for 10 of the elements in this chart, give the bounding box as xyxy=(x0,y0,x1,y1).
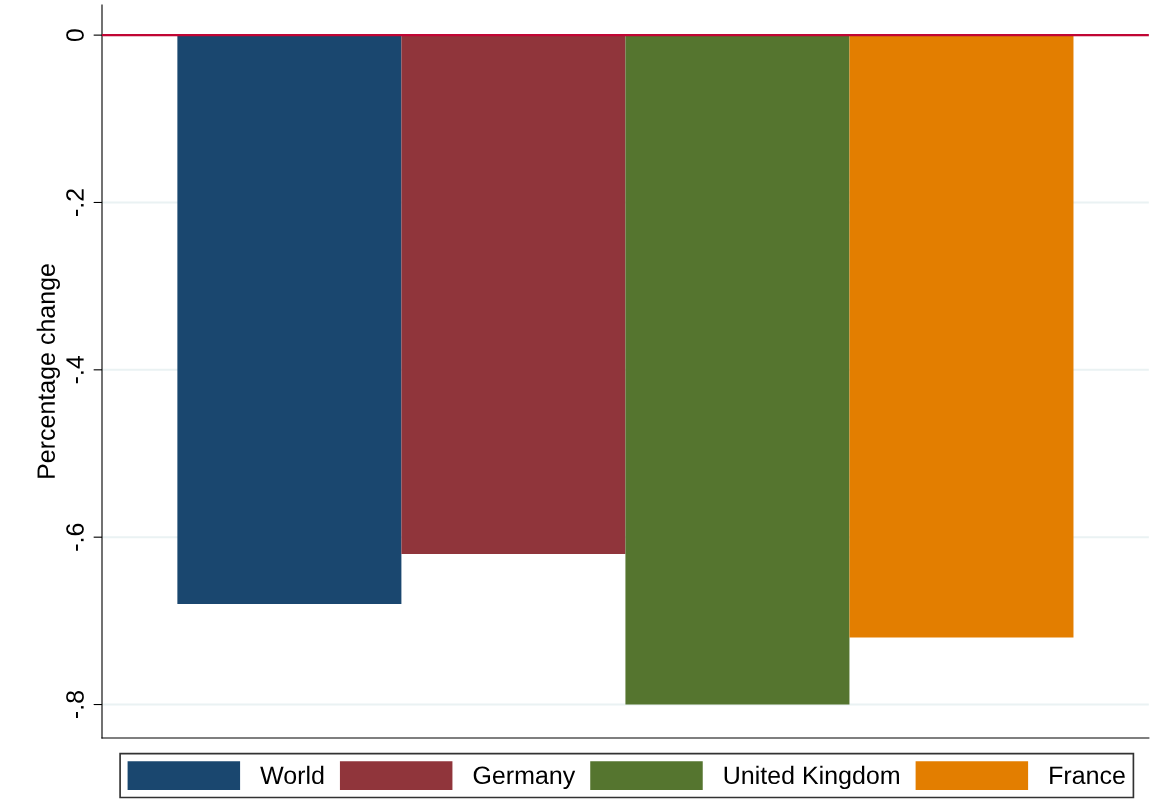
y-tick-label: -.4 xyxy=(66,355,84,384)
y-tick-label: -.8 xyxy=(66,691,84,719)
y-tick-label: -.2 xyxy=(66,189,84,216)
y-tick-label: -.6 xyxy=(66,523,84,551)
y-axis-title: Percentage change xyxy=(36,264,60,478)
legend-label: United Kingdom xyxy=(724,765,899,790)
legend-label: World xyxy=(260,765,324,785)
y-tick-label: 0 xyxy=(66,29,84,42)
legend-label: Germany xyxy=(473,766,576,790)
legend-label: France xyxy=(1050,766,1125,785)
